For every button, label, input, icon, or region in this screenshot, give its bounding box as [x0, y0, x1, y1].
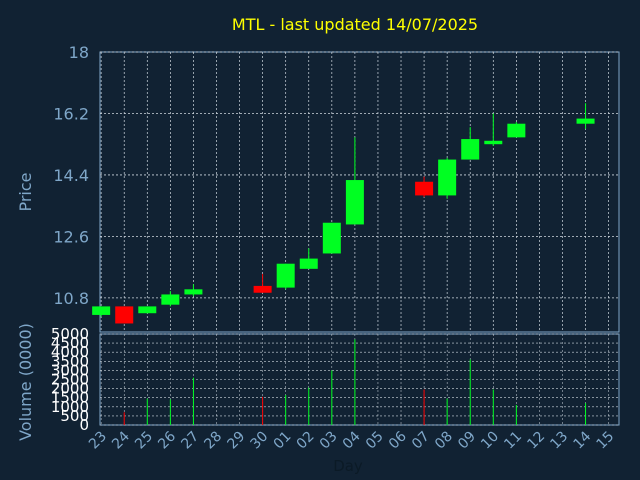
x-tick-label: 03	[317, 429, 341, 453]
volume-tick-label: 2000	[51, 380, 89, 398]
x-tick-label: 24	[109, 428, 133, 452]
x-tick-label: 09	[455, 429, 479, 453]
price-tick-labels: 18 16.2 14.4 12.6 10.8	[53, 43, 89, 308]
x-tick-label: 08	[432, 429, 456, 453]
volume-tick-label: 5000	[51, 325, 89, 343]
x-tick-label: 28	[201, 429, 225, 453]
x-tick-label: 02	[294, 429, 318, 453]
volume-tick-label: 1000	[51, 398, 89, 416]
candle-body	[276, 263, 295, 288]
x-tick-label: 25	[132, 429, 156, 453]
x-axis-label: Day	[333, 457, 363, 475]
x-tick-labels: 23 24 25 26 27 28 29 30 01 02 03 04 05 06 07 08 09 10 11 12…	[86, 428, 617, 452]
candle-body	[415, 181, 434, 196]
price-panel-frame	[99, 51, 620, 333]
candle-body	[253, 285, 272, 293]
candle-body	[184, 289, 203, 295]
x-tick-label: 26	[155, 428, 179, 452]
candle-body	[507, 123, 526, 138]
x-tick-label: 30	[248, 429, 272, 453]
price-tick-label: 10.8	[53, 289, 89, 308]
chart-title: MTL - last updated 14/07/2025	[232, 15, 478, 34]
price-tick-label: 14.4	[53, 166, 89, 185]
volume-tick-label: 4500	[51, 334, 89, 352]
volume-tick-label: 1500	[51, 389, 89, 407]
candle-body	[484, 140, 503, 145]
x-tick-label: 29	[224, 429, 248, 453]
x-tick-label: 04	[340, 428, 364, 452]
candle-body	[345, 180, 364, 225]
price-tick-label: 12.6	[53, 227, 89, 246]
candles	[92, 103, 595, 324]
candle-body	[115, 306, 134, 324]
candle-body	[299, 258, 318, 269]
x-tick-label: 23	[86, 429, 110, 453]
volume-tick-label: 4000	[51, 343, 89, 361]
candle-body	[461, 139, 480, 160]
x-tick-label: 14	[570, 428, 594, 452]
x-tick-label: 15	[594, 429, 618, 453]
volume-tick-label: 500	[60, 407, 89, 425]
x-tick-label: 07	[409, 429, 433, 453]
x-tick-label: 27	[178, 429, 202, 453]
x-tick-label: 06	[386, 428, 410, 452]
x-tick-label: 05	[363, 429, 387, 453]
volume-grid	[100, 333, 619, 426]
x-tick-label: 11	[501, 429, 525, 453]
candle-body	[576, 118, 595, 124]
candle-body	[161, 294, 180, 305]
price-tick-label: 16.2	[53, 104, 89, 123]
volume-tick-label: 2500	[51, 371, 89, 389]
candle-body	[138, 306, 157, 314]
volume-bars	[123, 339, 587, 425]
volume-tick-label: 0	[79, 416, 89, 434]
volume-tick-label: 3500	[51, 352, 89, 370]
x-tick-label: 13	[547, 429, 571, 453]
volume-axis-label: Volume (0000)	[16, 323, 35, 441]
price-tick-label: 18	[69, 43, 89, 62]
x-tick-label: 10	[478, 429, 502, 453]
volume-tick-label: 3000	[51, 361, 89, 379]
candle-body	[92, 306, 111, 315]
candle-body	[438, 159, 457, 196]
x-tick-label: 01	[271, 429, 295, 453]
x-tick-label: 12	[524, 429, 548, 453]
price-axis-label: Price	[16, 172, 35, 211]
candle-body	[322, 222, 341, 254]
